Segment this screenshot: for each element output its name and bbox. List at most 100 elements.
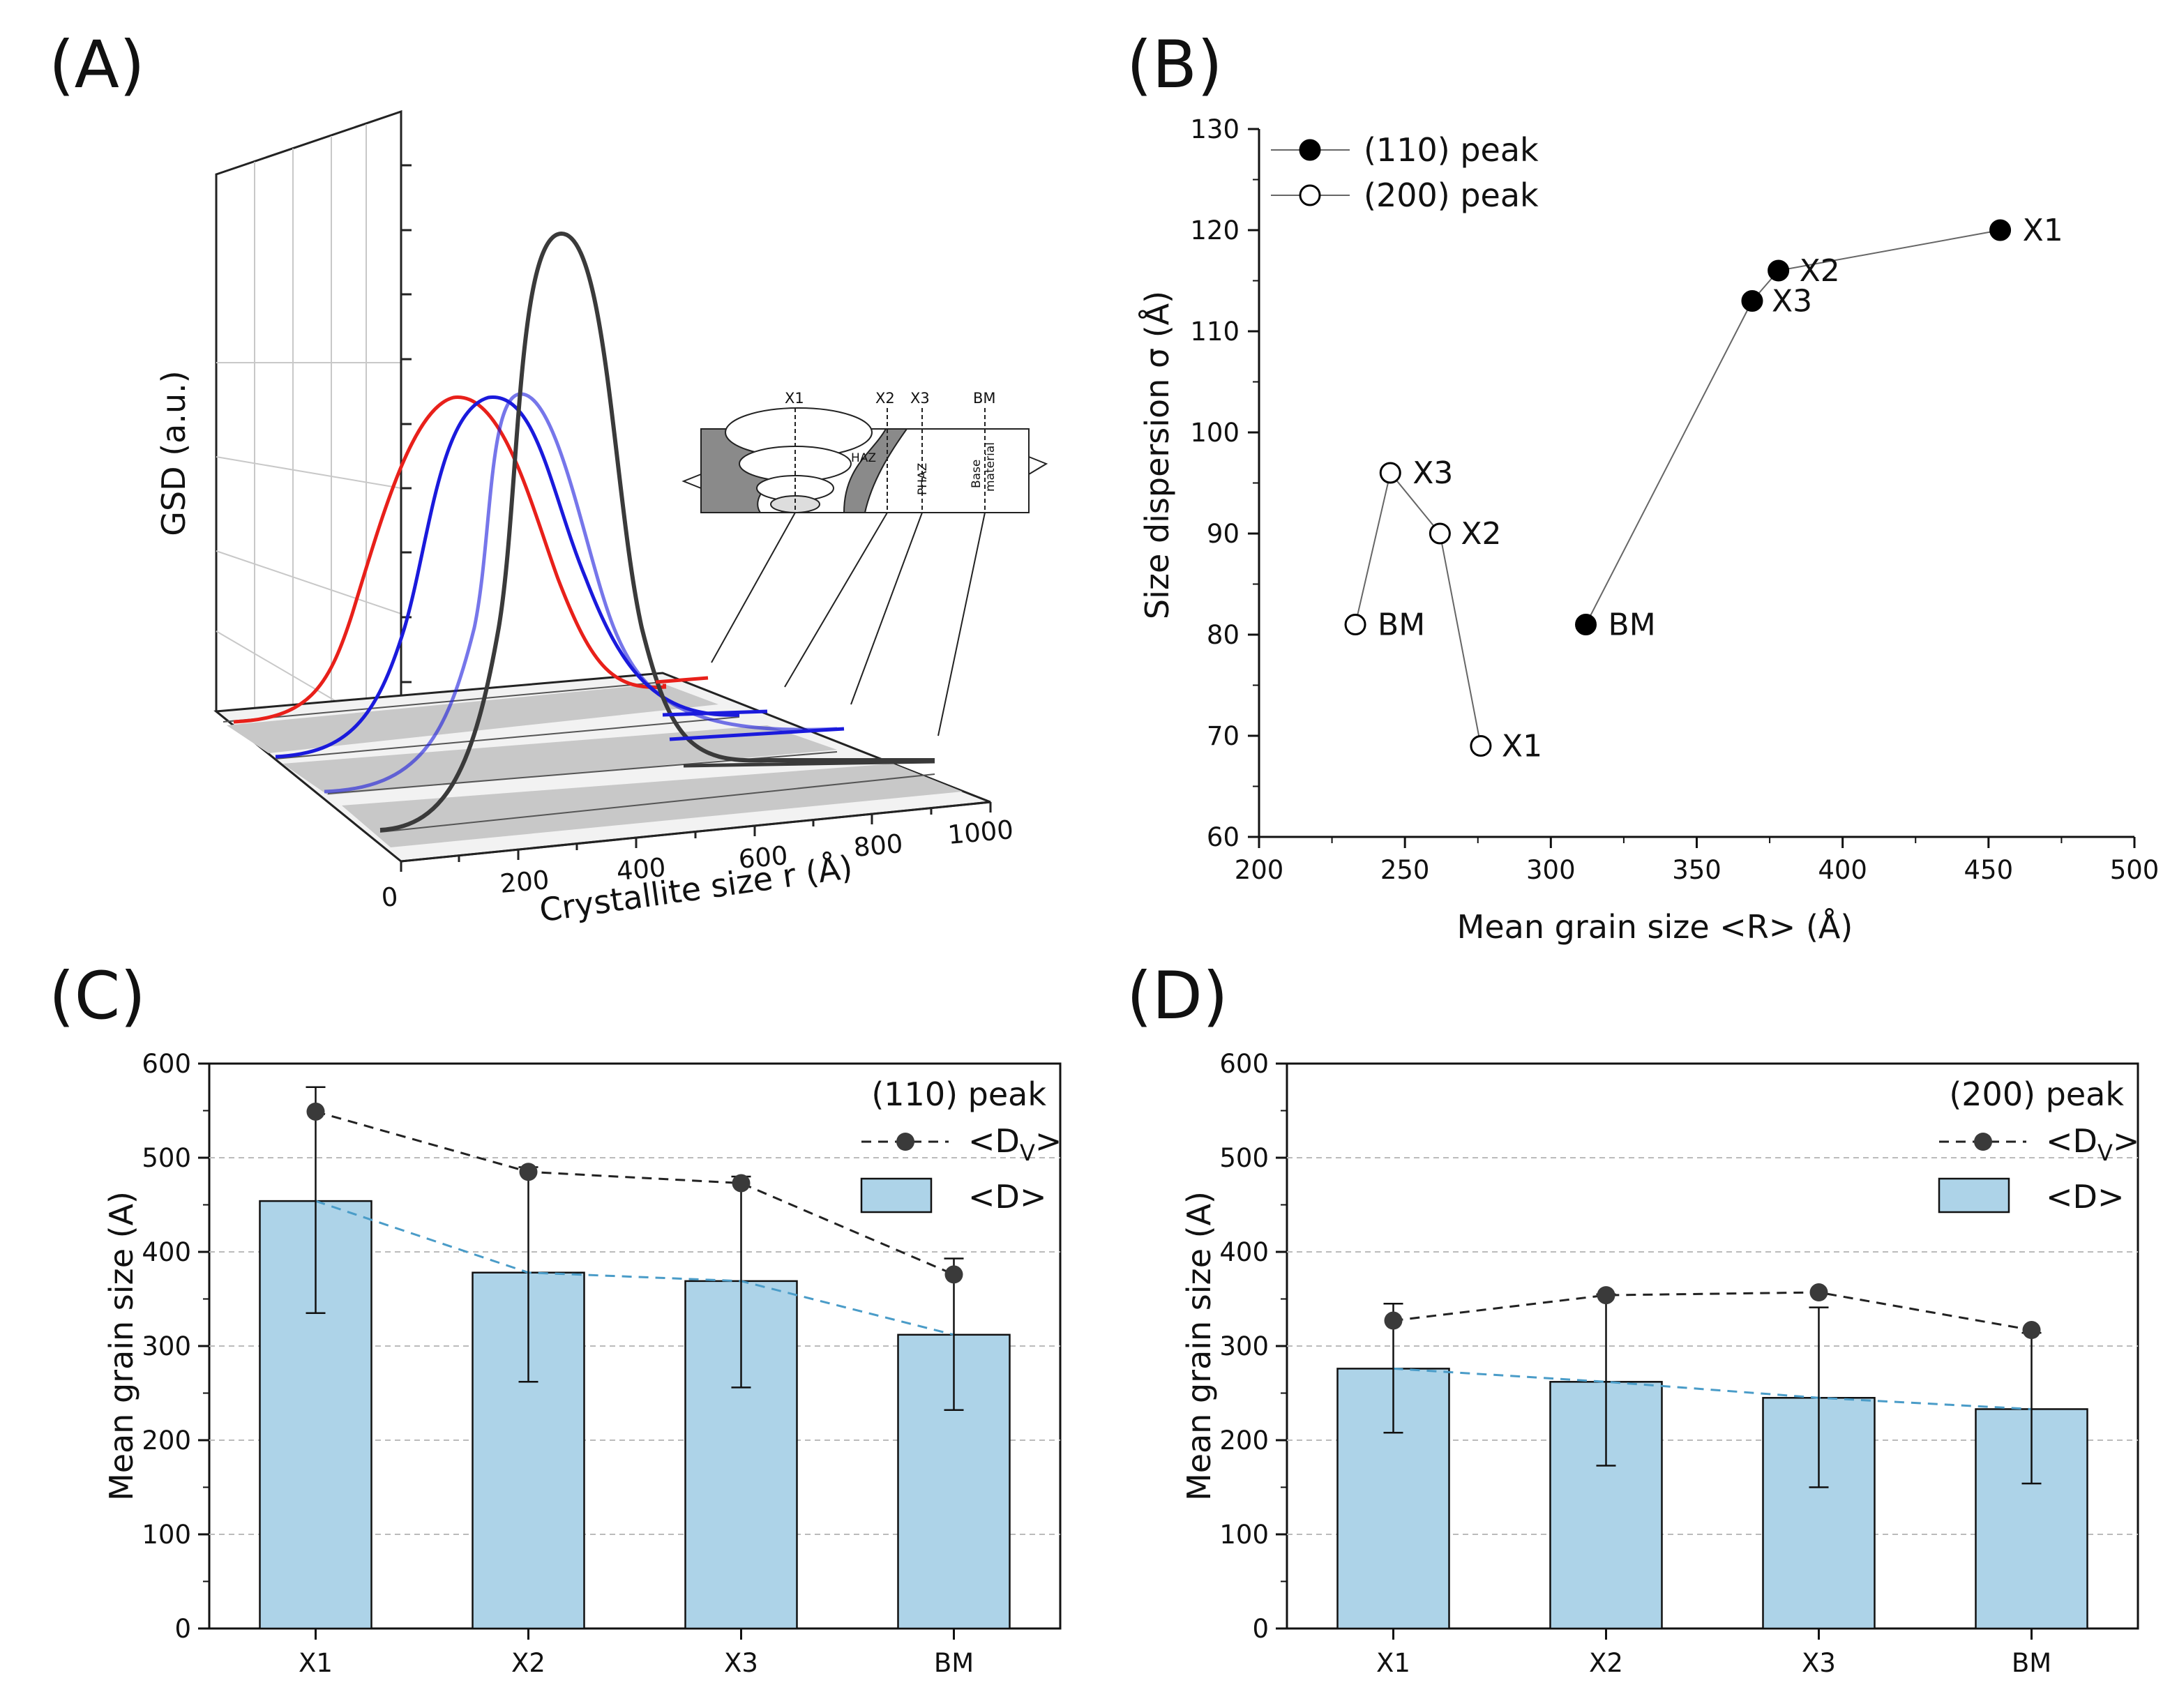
panel-b-point [1575, 614, 1597, 635]
panelC-ytick-label: 0 [174, 1614, 191, 1644]
panelD-ytick-label: 300 [1219, 1331, 1269, 1361]
panelD-bar-trend [1393, 1367, 2032, 1410]
panel-b-xtick-label: 200 [1235, 855, 1284, 885]
panelD-dv-point-X2 [1597, 1286, 1615, 1305]
panel-b-point-label: X1 [2023, 213, 2063, 248]
panel-b-xtick-label: 500 [2110, 855, 2160, 885]
panel-b-point [1768, 259, 1790, 282]
panelD-dv-line [1393, 1291, 2032, 1331]
inset-label-x2: X2 [875, 390, 895, 407]
panelC-ytick-label: 400 [142, 1237, 191, 1267]
panelD-ytick-label: 500 [1219, 1143, 1269, 1173]
panelC-dv-line [315, 1110, 955, 1276]
panelC-legend-dv-marker [896, 1133, 914, 1151]
panelC-dv-point-BM [944, 1265, 963, 1284]
panel-b-point [1429, 522, 1451, 545]
panel-b-series-line-1 [1355, 471, 1482, 746]
panel-b-ytick-label: 110 [1190, 317, 1240, 347]
gsd-curve-x1 [233, 395, 667, 724]
inset-zone-base: Base [970, 460, 984, 488]
panel-c-bar: 0 100 200 300 400 500 600 Mean grain size (A) X1… [103, 1049, 1062, 1678]
panel-b-point-label: X3 [1772, 284, 1812, 319]
panelC-xtick-label: X3 [724, 1648, 758, 1678]
panel-b-xtick-label: 350 [1672, 855, 1721, 885]
gsd-curve-x2 [275, 395, 740, 759]
panel-d-bar: 0 100 200 300 400 500 600 Mean grain size (A) X1… [1180, 1049, 2139, 1678]
floor-strip-2 [282, 725, 837, 795]
panel-b-point [1379, 462, 1401, 484]
panelC-xtick-label: BM [934, 1648, 974, 1678]
panel-label-a: (A) [49, 27, 145, 103]
panel-a-xlabel: Crystallite size r (Å) [537, 848, 855, 929]
panel-b-point-label: BM [1608, 607, 1656, 643]
panel-b-xtick-label: 300 [1526, 855, 1576, 885]
floor-strip-3 [342, 764, 963, 847]
panelC-xtick-label: X2 [511, 1648, 545, 1678]
panelD-legend-d-swatch [1938, 1177, 2010, 1214]
panelC-dv-point-X1 [306, 1102, 325, 1121]
panel-a-xtick: 200 [499, 865, 550, 899]
panelC-ylabel: Mean grain size (A) [103, 1191, 140, 1501]
inset-label-x1: X1 [785, 390, 804, 407]
panelC-ytick-label: 100 [142, 1520, 191, 1550]
panel-label-c: (C) [49, 958, 146, 1034]
panel-b-series-line-0 [1585, 229, 2001, 625]
panel-b-ytick-label: 100 [1190, 418, 1240, 448]
panel-b-legend-marker [1299, 184, 1321, 206]
panelC-ytick-label: 600 [142, 1049, 191, 1079]
panelD-ytick-label: 100 [1219, 1520, 1269, 1550]
inset-label-x3: X3 [910, 390, 930, 407]
panelC-ytick-label: 200 [142, 1426, 191, 1456]
panel-b-ytick-label: 60 [1207, 822, 1240, 852]
panelC-bar-trend [315, 1200, 954, 1336]
panelD-ytick-label: 400 [1219, 1237, 1269, 1267]
panelD-dv-point-X3 [1809, 1283, 1828, 1302]
panelD-xtick-label: X2 [1589, 1648, 1623, 1678]
panel-a-xtick: 1000 [947, 815, 1015, 850]
panelC-xtick-label: X1 [299, 1648, 333, 1678]
panel-b-scatter: 200 250 300 350 400 450 500 60 70 80 90 100 110 120 13… [1138, 114, 2159, 946]
panel-b-point-label: X2 [1800, 253, 1840, 289]
panel-b-point-label: X3 [1412, 455, 1453, 491]
inset-zone-phaz: PHAZ [916, 463, 930, 495]
panelD-legend-d-label: <D> [2046, 1178, 2125, 1216]
panelC-ytick-label: 500 [142, 1143, 191, 1173]
panel-a-xtick: 800 [852, 829, 904, 863]
inset-label-bm: BM [973, 390, 996, 407]
panelC-legend-d-label: <D> [968, 1178, 1047, 1216]
panel-label-d: (D) [1127, 958, 1228, 1034]
panel-b-ylabel: Size dispersion σ (Å) [1138, 291, 1176, 619]
panelC-legend-d-swatch [860, 1177, 933, 1214]
panel-a-gsd-3d: GSD (a.u.) 0 200 400 600 800 1000 [155, 109, 1048, 929]
panel-b-point-label: X2 [1461, 516, 1501, 552]
panel-b-xtick-label: 250 [1380, 855, 1430, 885]
inset-zone-material: material [984, 442, 997, 492]
panelD-ylabel: Mean grain size (A) [1180, 1191, 1218, 1501]
panelD-xtick-label: BM [2012, 1648, 2051, 1678]
panel-b-ytick-label: 80 [1207, 620, 1240, 650]
panel-a-xtick: 600 [737, 840, 789, 875]
panel-b-ytick-label: 90 [1207, 519, 1240, 549]
panel-b-legend-marker [1299, 139, 1321, 161]
panel-a-ylabel: GSD (a.u.) [155, 370, 193, 536]
legend-label-dv: <DV> [2046, 1122, 2139, 1166]
inset-zone-haz: HAZ [851, 451, 876, 465]
panelC-ytick-label: 300 [142, 1331, 191, 1361]
panel-b-point-label: BM [1378, 607, 1425, 643]
panelD-dv-point-X1 [1384, 1311, 1403, 1330]
panel-b-ytick-label: 130 [1190, 114, 1240, 144]
panel-a-xtick: 0 [380, 882, 399, 913]
panelD-legend-dv-marker [1974, 1133, 1992, 1151]
r-axis [400, 801, 992, 872]
panelD-dv-point-BM [2022, 1321, 2041, 1340]
panelC-dv-point-X3 [732, 1174, 751, 1193]
panel-b-xtick-label: 400 [1818, 855, 1867, 885]
panelD-ytick-label: 600 [1219, 1049, 1269, 1079]
panel-b-point-label: X1 [1502, 729, 1542, 764]
floor-strip-1 [227, 683, 718, 753]
panelD-xtick-label: X1 [1376, 1648, 1410, 1678]
panelD-xtick-label: X3 [1802, 1648, 1836, 1678]
weld-inset: X1 X2 X3 BM HAZ PHAZ Base material [681, 390, 1048, 736]
panelD-legend-title: (200) peak [1949, 1075, 2124, 1113]
